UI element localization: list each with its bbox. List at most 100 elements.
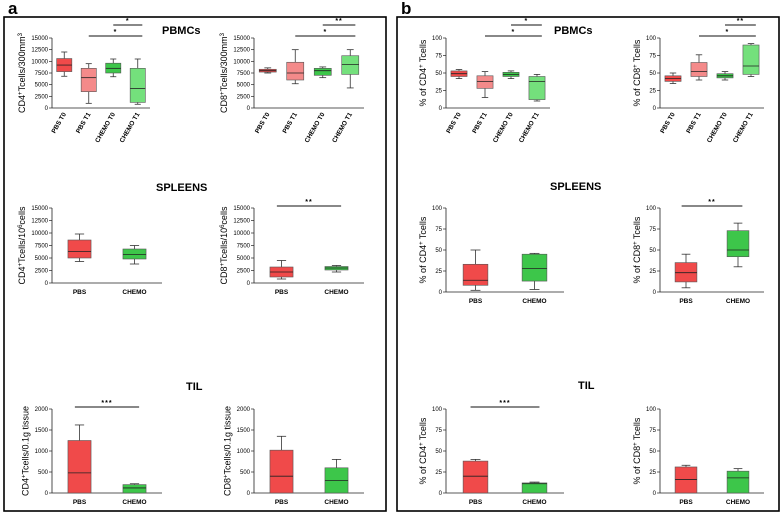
a-spleen-cd8-ytick-label: 12500 [233,219,250,225]
a-til-cd4-box-chemo [122,484,147,494]
b-spleen-cd4-ylabel-part: % of CD4 [418,245,428,284]
a-pbmc-cd8-ytick-label: 7500 [237,71,251,77]
b-pbmc-cd4-ytick-label: 0 [439,106,443,112]
a-spleen-cd4-ytick-label: 12500 [31,219,48,225]
a-til-cd8-ytick-label: 0 [247,491,251,497]
a-spleen-cd8-ylabel: CD8+Tcells/106cells [219,206,229,284]
a-pbmc-cd8-category-label: PBS T1 [282,111,300,135]
a-pbmc-cd4-ytick-label: 2500 [35,94,49,100]
b-pbmc-cd8-ytick-label: 25 [649,89,656,95]
a-til-cd8-ytick-label: 2000 [237,407,251,413]
a-pbmc-cd4-category-label: PBS T0 [51,111,69,135]
b-til-cd8-ytick-label: 50 [649,449,656,455]
a-pbmc-cd8-ylabel-part: Tcells/300 [219,51,229,91]
a-til-cd4-ytick-label: 1000 [35,449,49,455]
b-til-cd4-ylabel-part: Tcells [418,417,428,442]
a-til-cd4-ytick-label: 1500 [35,428,49,434]
a-pbmc-cd8-category-label: CHEMO T0 [304,111,327,144]
a-pbmc-cd4-ylabel-part: 3 [18,32,24,36]
a-pbmc-cd4-ytick-label: 7500 [35,71,49,77]
b-pbmc-cd8-ylabel-part: Tcells [632,39,642,64]
a-pbmc-cd4-category-label: CHEMO T0 [94,111,117,144]
b-spleen-cd8-ylabel-part: % of CD8 [632,245,642,284]
b-til-cd4-ylabel-part: + [419,442,425,446]
b-pbmc-cd4-ylabel-part: + [419,64,425,68]
b-til-cd4-ylabel-part: % of CD4 [418,446,428,485]
a-pbmc-cd4-ytick-label: 10000 [31,59,48,65]
a-pbmc-cd4-box-pbs-t1 [80,68,97,92]
a-spleen-cd8-ytick-label: 5000 [237,256,251,262]
b-pbmc-cd8-ylabel-part: + [633,64,639,68]
a-spleen-cd8-category-label: CHEMO [324,289,348,296]
a-spleen-cd8-ylabel-part: CD8 [219,266,229,284]
a-pbmc-cd8-category-label: PBS T0 [254,111,272,135]
a-spleen-cd8-ylabel-part: + [220,262,226,266]
a-spleen-cd4-ytick-label: 2500 [35,269,49,275]
a-til-cd8-ylabel-part: Tcells/0.1g tissue [222,406,232,475]
panel-a-section-til: TIL [186,381,203,393]
a-til-cd8-ytick-label: 1500 [237,428,251,434]
a-pbmc-cd8-ylabel-part: CD8 [219,95,229,113]
b-spleen-cd8-category-label: PBS [679,298,693,305]
a-spleen-cd8-ytick-label: 2500 [237,269,251,275]
a-pbmc-cd4-significance-label: * [114,29,118,36]
a-pbmc-cd4-ylabel-part: mm [17,36,27,51]
b-pbmc-cd8-category-label: CHEMO T1 [732,111,755,144]
a-pbmc-cd4-ytick-label: 0 [45,106,49,112]
b-spleen-cd8-ytick-label: 25 [649,269,656,275]
a-spleen-cd8-ylabel-part: Tcells/10 [219,228,229,263]
b-spleen-cd4-box-pbs [462,263,489,286]
b-til-cd8-ylabel-part: Tcells [632,417,642,442]
a-pbmc-cd4-ytick-label: 15000 [31,36,48,42]
b-pbmc-cd4-box-chemo-t1 [528,76,546,100]
a-spleen-cd4-ytick-label: 15000 [31,206,48,212]
b-spleen-cd8-category-label: CHEMO [726,298,750,305]
b-pbmc-cd4-ytick-label: 50 [435,71,442,77]
a-spleen-cd4-box-pbs [67,239,92,259]
b-til-cd4-category-label: PBS [469,499,483,506]
a-pbmc-cd4-ylabel-part: Tcells/300 [17,51,27,91]
a-til-cd4-ytick-label: 500 [38,470,49,476]
panel-b-section-spleens: SPLEENS [550,181,601,193]
a-pbmc-cd8-ytick-label: 5000 [237,83,251,89]
a-spleen-cd8-ytick-label: 15000 [233,206,250,212]
b-pbmc-cd8-box-pbs-t1 [690,62,708,77]
a-spleen-cd4-ytick-label: 10000 [31,231,48,237]
a-pbmc-cd8-box-chemo-t1 [341,55,360,75]
a-pbmc-cd8-ytick-label: 10000 [233,59,250,65]
b-pbmc-cd8-category-label: PBS T0 [659,111,677,135]
panel-a-frame [3,16,387,512]
a-pbmc-cd8-ytick-label: 2500 [237,94,251,100]
a-spleen-cd4-ylabel-part: + [18,262,24,266]
a-pbmc-cd4-ytick-label: 12500 [31,48,48,54]
panel-a-section-pbmcs: PBMCs [162,25,201,37]
b-spleen-cd8-ylabel-part: Tcells [632,216,642,241]
b-pbmc-cd4-significance-label: * [525,18,529,25]
b-til-cd4-category-label: CHEMO [522,499,546,506]
a-spleen-cd4-ylabel-part: CD4 [17,266,27,284]
a-pbmc-cd4-box-chemo-t1 [129,68,146,103]
chart-a-spleen-cd4: 0 2500 5000 7500 10000 12500 15000 CD4+Tcells/1… [17,206,162,296]
b-spleen-cd8-ylabel-part: + [633,241,639,245]
b-til-cd8-ytick-label: 100 [646,407,657,413]
a-pbmc-cd8-ylabel: CD8+Tcells/300mm3 [219,32,229,113]
b-til-cd4-box-chemo [521,482,548,494]
b-spleen-cd8-ytick-label: 100 [646,206,657,212]
a-til-cd8-category-label: PBS [275,499,289,506]
a-til-cd4-ytick-label: 0 [45,491,49,497]
b-pbmc-cd4-box-pbs-t1 [476,75,494,89]
a-pbmc-cd4-category-label: PBS T1 [75,111,93,135]
a-pbmc-cd4-category-label: CHEMO T1 [119,111,142,144]
b-spleen-cd8-significance-label: ** [708,199,715,206]
b-til-cd8-category-label: CHEMO [726,499,750,506]
b-til-cd4-ylabel: % of CD4+ Tcells [418,417,428,484]
b-pbmc-cd8-significance-label: * [726,29,730,36]
b-pbmc-cd8-ytick-label: 100 [646,36,657,42]
b-spleen-cd4-category-label: PBS [469,298,483,305]
b-spleen-cd4-ylabel-part: + [419,241,425,245]
a-til-cd4-ylabel-part: Tcells/0.1g tissue [20,406,30,475]
a-pbmc-cd4-ytick-label: 5000 [35,83,49,89]
chart-a-pbmc-cd8: 0 2500 5000 7500 10000 12500 15000 CD8+Tcells/3… [219,18,364,144]
b-spleen-cd4-category-label: CHEMO [522,298,546,305]
